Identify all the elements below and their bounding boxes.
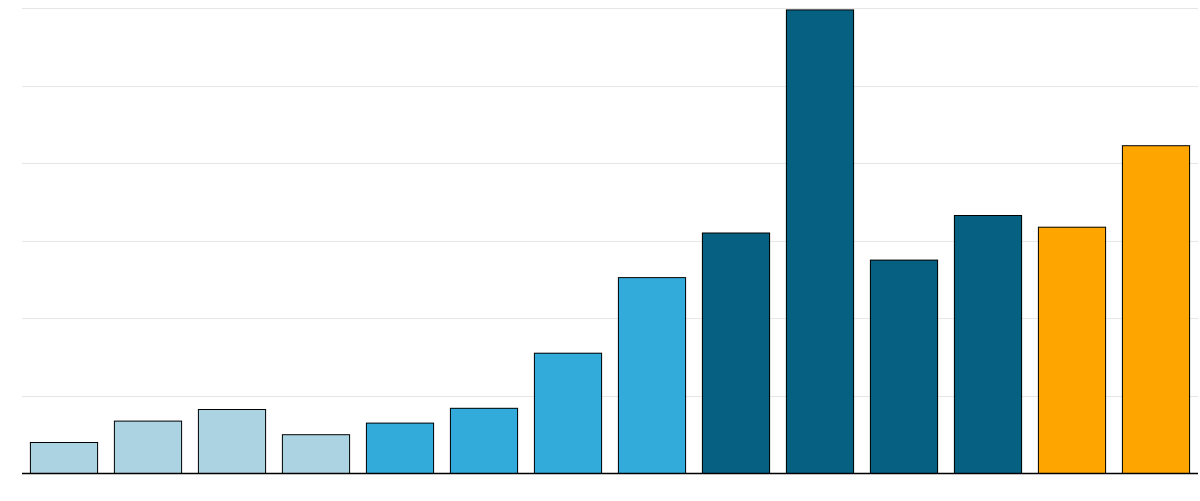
bars	[29, 9, 1191, 475]
bar-14	[1121, 145, 1191, 474]
bar-7	[533, 352, 603, 475]
bar-5	[365, 422, 435, 475]
bar-1	[29, 442, 99, 474]
bar-12	[953, 215, 1023, 474]
bar-9	[701, 232, 771, 474]
bar-6	[449, 407, 519, 474]
bar-13	[1037, 226, 1107, 474]
bar-11	[869, 259, 939, 474]
bar-4	[281, 434, 351, 475]
bar-2	[113, 420, 183, 475]
bar-8	[617, 277, 687, 474]
bar-3	[197, 409, 267, 474]
bar-10	[785, 9, 855, 475]
